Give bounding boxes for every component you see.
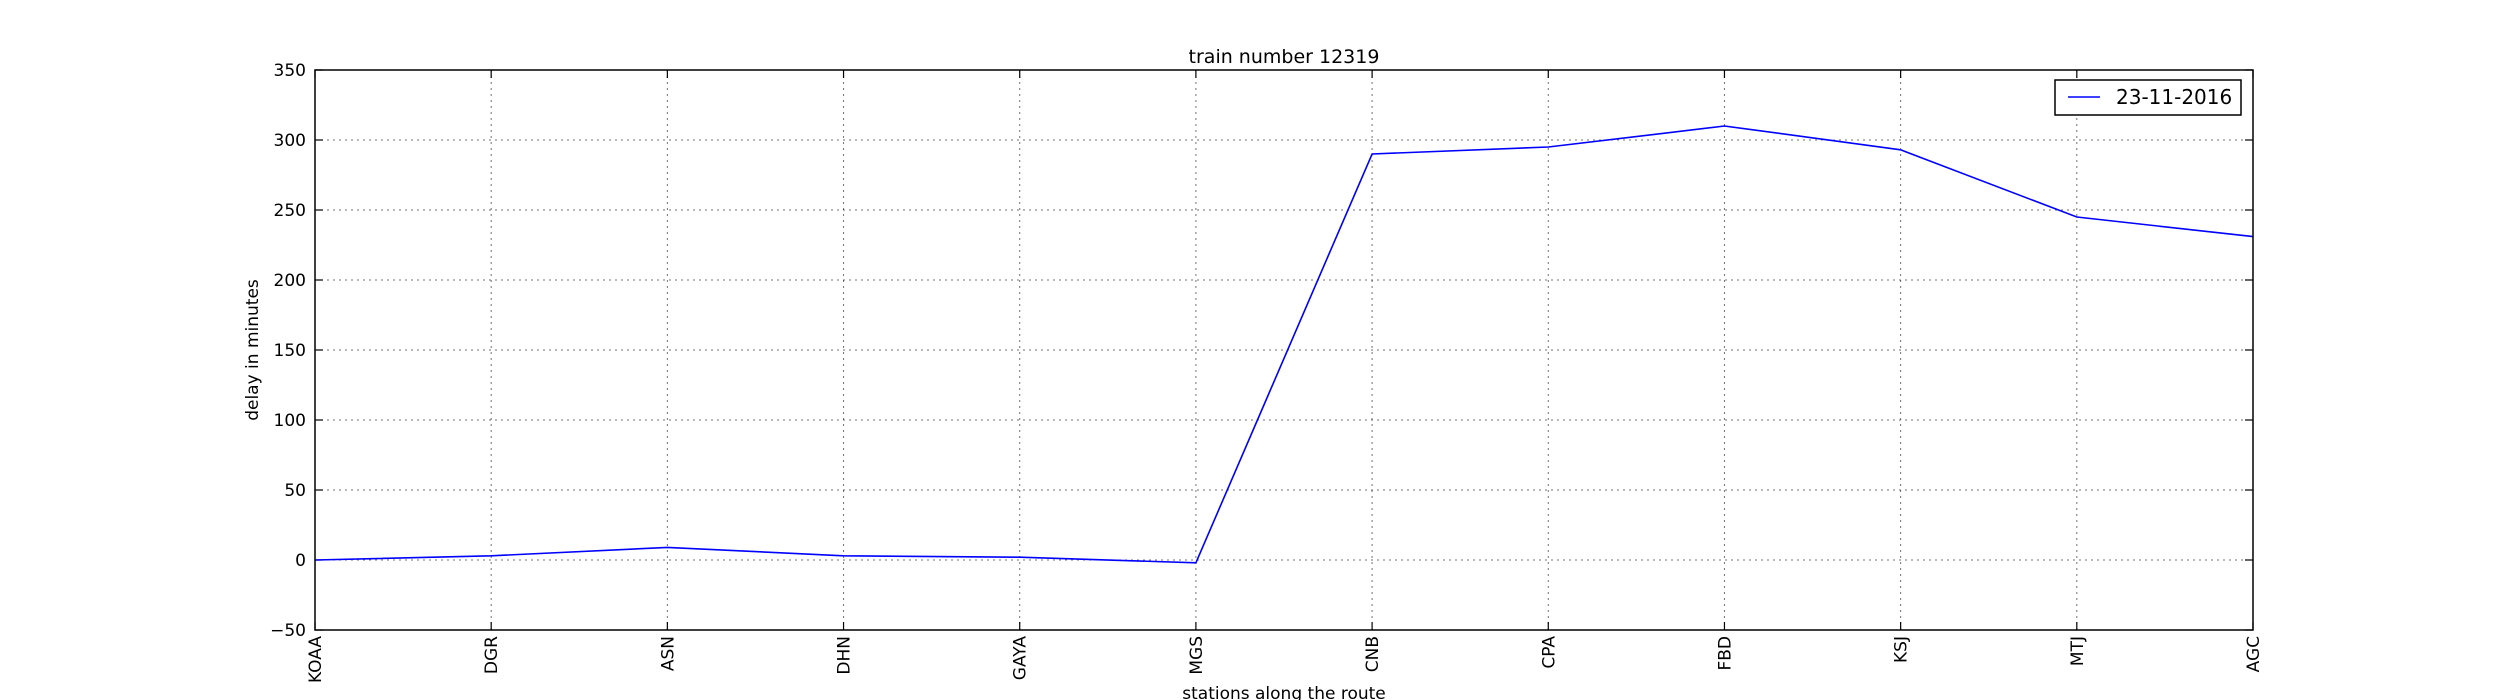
y-tick-label: 150 [274,341,306,361]
legend: 23-11-2016 [2054,79,2242,116]
grid-lines [315,70,2253,630]
y-tick-label: 0 [295,551,306,571]
x-axis-label: stations along the route [1182,684,1386,700]
x-tick-label: GAYA [1011,636,1031,681]
series-lines [314,125,2254,564]
y-axis-label: delay in minutes [243,279,263,421]
x-tick-label: MTJ [2068,636,2088,666]
x-tick-label: CNB [1363,636,1383,672]
y-tick-label: 100 [274,411,306,431]
y-tick-label: 300 [274,131,306,151]
y-tick-label: 350 [274,61,306,81]
x-tick-label: MGS [1187,636,1207,675]
x-tick-label: KOAA [306,636,326,683]
x-tick-label: DGR [482,636,502,674]
plot-frame [314,69,2254,631]
x-tick-label: AGC [2244,636,2264,672]
chart-title: train number 12319 [1189,46,1380,68]
x-tick-label: DHN [835,636,855,675]
y-tick-label: 250 [274,201,306,221]
legend-entry: 23-11-2016 [2116,85,2232,109]
y-tick-label: 200 [274,271,306,291]
x-tick-label: CPA [1539,636,1559,669]
y-tick-label: 50 [284,481,306,501]
x-axis-ticks: KOAA DGR ASN DHN GAYA MGS CNB CPA FBD KSJ MTJ AGC [306,70,2264,683]
y-tick-label: −50 [270,621,306,641]
x-tick-label: KSJ [1892,636,1912,663]
x-tick-label: ASN [658,636,678,671]
series-line [314,125,2254,564]
y-axis-ticks: −50 0 50 100 150 200 250 300 350 [270,61,2253,641]
x-tick-label: FBD [1715,636,1735,671]
